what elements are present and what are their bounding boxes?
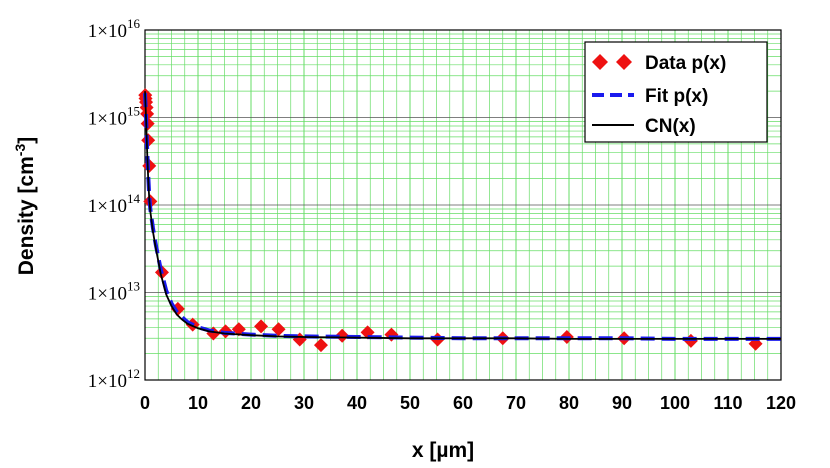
x-tick-label: 50 [400, 393, 420, 413]
legend: Data p(x) Fit p(x) CN(x) [584, 41, 768, 143]
y-tick-label: 1×1014 [88, 191, 141, 217]
legend-diamond-1 [592, 54, 608, 70]
y-axis-label-exponent: -3 [12, 144, 28, 157]
x-tick-label: 60 [453, 393, 473, 413]
x-tick-label: 80 [559, 393, 579, 413]
data-point [335, 328, 350, 343]
x-tick-label: 40 [347, 393, 367, 413]
y-tick-labels: 1×1012 1×1013 1×1014 1×1015 1×1016 [88, 16, 141, 392]
data-point [140, 106, 155, 121]
data-point [254, 319, 269, 334]
x-tick-label: 70 [506, 393, 526, 413]
series-layer [138, 88, 781, 353]
x-tick-label: 90 [612, 393, 632, 413]
data-point [313, 338, 328, 353]
legend-label-data: Data p(x) [645, 53, 726, 74]
x-tick-label: 10 [188, 393, 208, 413]
y-tick-label: 1×1015 [88, 104, 140, 130]
cn-series-line [144, 91, 781, 340]
legend-diamond-2 [616, 54, 632, 70]
legend-label-cn: CN(x) [645, 116, 696, 137]
y-tick-label: 1×1013 [88, 279, 140, 305]
y-axis-label-close: ] [15, 137, 38, 144]
x-tick-label: 20 [241, 393, 261, 413]
legend-data-marker [592, 54, 632, 70]
y-axis-label-base: Density [cm [15, 156, 38, 275]
y-tick-label: 1×1016 [88, 16, 141, 42]
x-tick-labels: 0 10 20 30 40 50 60 70 80 90 100 110 120 [140, 393, 796, 413]
x-tick-label: 30 [294, 393, 314, 413]
y-axis-label: Density [cm-3] [12, 137, 38, 276]
plot-frame [144, 29, 782, 381]
x-tick-label: 100 [660, 393, 690, 413]
legend-label-fit: Fit p(x) [645, 86, 708, 107]
x-axis-label: x [µm] [412, 439, 474, 462]
x-tick-label: 110 [713, 393, 742, 413]
x-tick-label: 0 [140, 393, 150, 413]
y-tick-label: 1×1012 [88, 366, 140, 392]
data-series [138, 88, 763, 353]
grid-lines [144, 30, 782, 381]
data-point [271, 322, 286, 337]
x-tick-label: 120 [766, 393, 796, 413]
